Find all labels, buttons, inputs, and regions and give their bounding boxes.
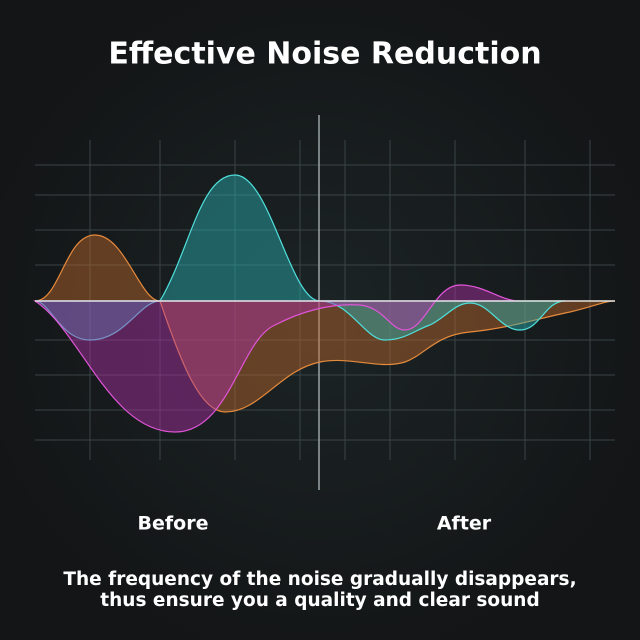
noise-wave-orange xyxy=(34,234,616,413)
caption-line: The frequency of the noise gradually dis… xyxy=(63,569,576,590)
caption-line: thus ensure you a quality and clear soun… xyxy=(100,590,539,611)
noise-wave-magenta xyxy=(32,284,521,433)
after-label: After xyxy=(437,513,492,535)
title: Effective Noise Reduction xyxy=(108,37,541,72)
before-label: Before xyxy=(138,513,209,535)
